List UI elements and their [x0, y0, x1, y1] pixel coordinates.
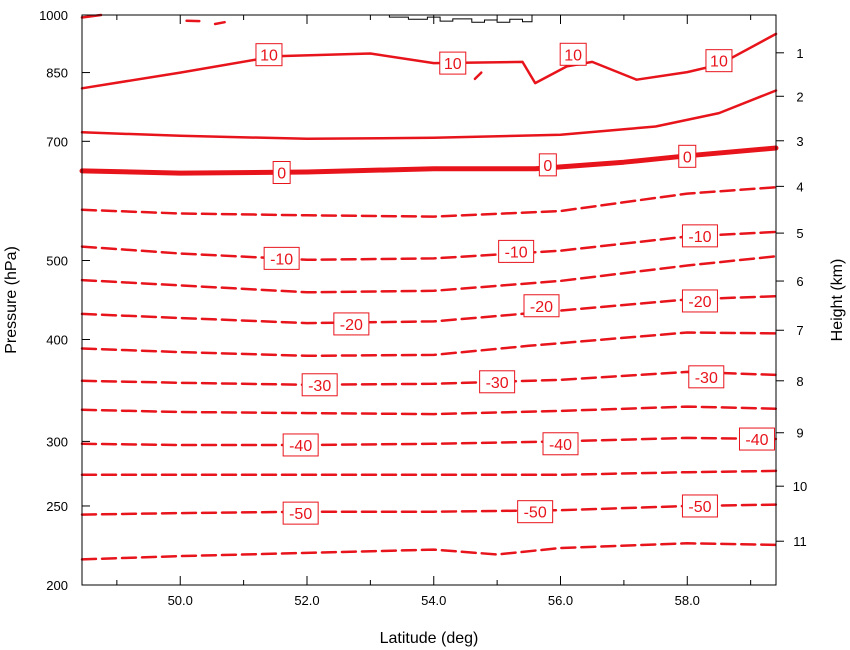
height-tick-label: 7 [796, 323, 803, 338]
contour-line [80, 255, 778, 294]
contour-line [473, 71, 483, 81]
contour-label-box [738, 427, 775, 451]
contour-label-box [301, 373, 338, 397]
height-tick-label: 1 [796, 46, 803, 61]
contour-label-box [263, 246, 300, 270]
contour-lines [79, 13, 779, 561]
height-tick-label: 4 [796, 179, 803, 194]
contour-label: -40 [549, 437, 572, 454]
x-tick-label: 58.0 [675, 593, 700, 608]
contour-label: -10 [505, 244, 528, 261]
contour-line [80, 503, 778, 516]
contour-label: -20 [688, 294, 711, 311]
contour-line [80, 185, 778, 218]
contour-line [80, 230, 778, 262]
contour-line [80, 542, 778, 561]
height-tick-label: 5 [796, 226, 803, 241]
contour-label: 0 [277, 166, 286, 183]
pressure-tick-label: 200 [46, 578, 68, 593]
contour-label-box [538, 153, 557, 177]
contour-label-box [681, 494, 718, 518]
contour-line [80, 331, 778, 358]
contour-label: -40 [289, 438, 312, 455]
contour-line [213, 20, 226, 26]
contour-label: 10 [260, 48, 278, 65]
contour-label: -30 [486, 375, 509, 392]
contour-label-box [681, 289, 718, 313]
contour-label: -40 [745, 432, 768, 449]
plot-frame [81, 14, 777, 586]
contour-label: 10 [444, 56, 462, 73]
pressure-tick-label: 300 [46, 434, 68, 449]
contour-label: -30 [695, 370, 718, 387]
contour-label-box [272, 161, 291, 185]
contour-label-box [517, 500, 554, 524]
contour-label: 10 [564, 47, 582, 64]
contour-line [80, 89, 778, 141]
contour-label-box [282, 501, 319, 525]
contour-label-box [678, 144, 697, 168]
contour-label-box [688, 365, 725, 389]
contour-label: 0 [543, 158, 552, 175]
contour-label-box [559, 42, 587, 66]
contour-line [80, 405, 778, 416]
contour-line [80, 370, 778, 387]
contour-label-box [498, 239, 535, 263]
contour-label-box [523, 294, 560, 318]
contour-line [80, 436, 778, 447]
axes: 50.0 52.0 54.0 56.0 58.010008507005004003002… [39, 8, 807, 608]
contour-line [80, 294, 778, 325]
contour-line [79, 145, 779, 176]
x-axis-title: Latitude (deg) [380, 630, 479, 647]
contour-label: 0 [683, 149, 692, 166]
contour-line [80, 469, 778, 477]
height-tick-label: 10 [793, 479, 807, 494]
contour-line [80, 32, 778, 90]
right-axis-title: Height (km) [829, 259, 846, 342]
contour-label-box [681, 224, 718, 248]
x-tick-label: 56.0 [548, 593, 573, 608]
terrain-outline [388, 15, 533, 23]
contour-label: -50 [289, 506, 312, 523]
contour-label: -50 [688, 499, 711, 516]
pressure-tick-label: 700 [46, 134, 68, 149]
contour-label: -10 [688, 229, 711, 246]
contour-label-box [542, 432, 579, 456]
contour-label: -30 [308, 378, 331, 395]
height-tick-label: 3 [796, 134, 803, 149]
pressure-tick-label: 250 [46, 499, 68, 514]
height-tick-label: 6 [796, 274, 803, 289]
x-tick-label: 52.0 [294, 593, 319, 608]
height-tick-label: 11 [793, 534, 807, 549]
contour-label-box [705, 49, 733, 73]
contour-label-box [479, 370, 516, 394]
contour-labels: -50 -50 -50 -40 -40 -40 -30 -30 -30 -20 -20 -20 -10 -… [255, 42, 775, 525]
contour-label-box [255, 43, 283, 67]
height-tick-label: 8 [796, 374, 803, 389]
contour-label: 10 [710, 54, 728, 71]
x-tick-label: 54.0 [421, 593, 446, 608]
contour-label: -50 [524, 505, 547, 522]
contour-label: -10 [270, 251, 293, 268]
pressure-tick-label: 850 [46, 66, 68, 81]
pressure-tick-label: 500 [46, 253, 68, 268]
height-tick-label: 9 [796, 426, 803, 441]
contour-label: -20 [530, 299, 553, 316]
pressure-tick-label: 400 [46, 333, 68, 348]
x-tick-label: 50.0 [168, 593, 193, 608]
contour-label: -20 [340, 317, 363, 334]
contour-label-box [439, 51, 467, 75]
contour-label-box [282, 433, 319, 457]
pressure-tick-label: 1000 [39, 8, 68, 23]
contour-label-box [333, 312, 370, 336]
height-tick-label: 2 [796, 89, 803, 104]
left-axis-title: Pressure (hPa) [3, 246, 20, 354]
